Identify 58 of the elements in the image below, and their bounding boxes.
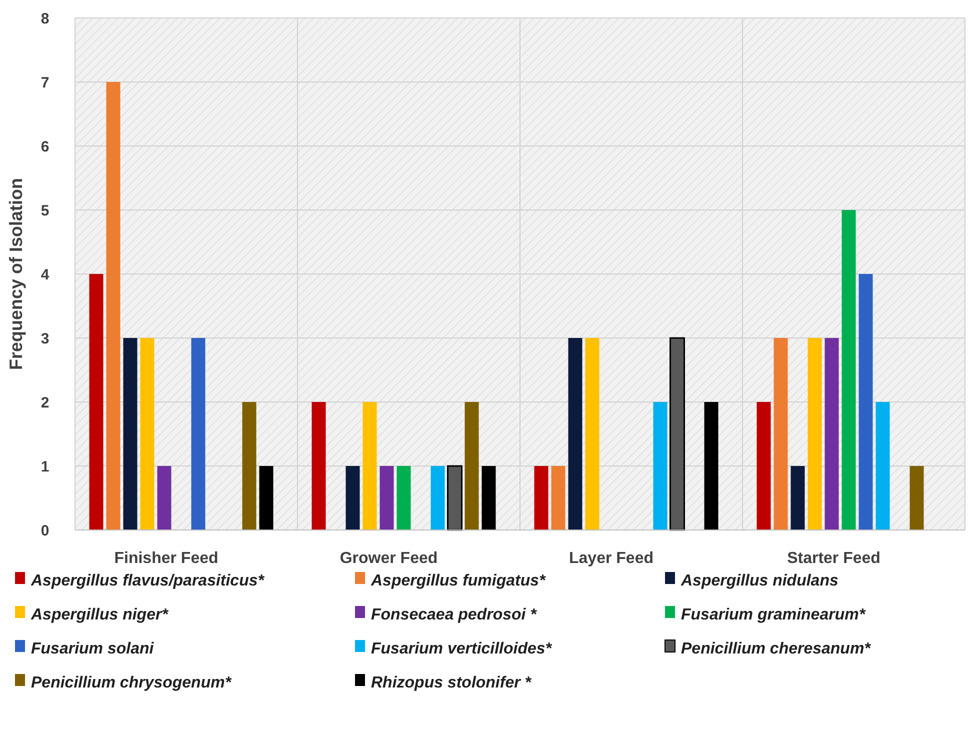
legend-label: Fusarium solani: [31, 640, 154, 658]
bar: [89, 274, 104, 530]
bar: [790, 466, 805, 530]
bar: [551, 466, 566, 530]
bar: [568, 338, 582, 530]
y-tick-label: 1: [40, 458, 50, 476]
legend-label: Aspergillus nidulans: [680, 572, 838, 590]
x-tick-label: Layer Feed: [569, 550, 654, 567]
bar: [534, 466, 548, 530]
bar: [191, 338, 206, 530]
x-tick-label: Finisher Feed: [114, 550, 218, 567]
bar: [106, 82, 120, 530]
bar: [910, 466, 924, 530]
legend-label: Fusarium verticilloides*: [371, 640, 552, 658]
bar: [858, 274, 873, 530]
legend-label: Penicillium chrysogenum*: [31, 674, 232, 692]
y-tick-label: 0: [40, 522, 50, 540]
legend-label: Aspergillus niger*: [30, 606, 169, 624]
y-tick-label: 3: [40, 330, 50, 348]
bar: [259, 466, 274, 530]
bar: [808, 338, 822, 530]
bar: [704, 402, 718, 530]
bar: [396, 466, 411, 530]
legend-label: Fusarium graminearum*: [681, 606, 866, 624]
bar: [670, 337, 685, 531]
bar: [140, 338, 154, 530]
y-tick-label: 4: [40, 266, 50, 284]
y-axis-title: Frequency of Isolation: [6, 178, 26, 370]
y-tick-label: 8: [40, 10, 50, 28]
bar: [430, 466, 445, 530]
x-tick-label: Grower Feed: [340, 550, 438, 567]
bar: [312, 402, 326, 530]
bar: [362, 402, 377, 530]
y-tick-label: 7: [40, 74, 50, 92]
bar: [842, 210, 856, 530]
bar: [756, 402, 771, 530]
bar: [157, 466, 172, 530]
legend-label: Penicillium cheresanum*: [681, 640, 872, 658]
bar: [447, 465, 462, 531]
bar: [464, 402, 479, 530]
legend-label: Fonsecaea pedrosoi *: [371, 606, 538, 624]
legend-label: Aspergillus flavus/parasiticus*: [30, 572, 265, 590]
y-tick-label: 5: [40, 202, 50, 220]
bar: [123, 338, 138, 530]
bar: [482, 466, 496, 530]
bar: [346, 466, 360, 530]
y-tick-label: 2: [40, 394, 50, 412]
y-tick-label: 6: [40, 138, 50, 156]
bar: [653, 402, 668, 530]
bar: [824, 338, 839, 530]
x-tick-label: Starter Feed: [787, 550, 880, 567]
bar: [774, 338, 788, 530]
bar: [876, 402, 890, 530]
bar: [380, 466, 394, 530]
legend-label: Rhizopus stolonifer *: [371, 674, 532, 692]
bar: [242, 402, 256, 530]
legend-label: Aspergillus fumigatus*: [370, 572, 546, 590]
bar: [585, 338, 600, 530]
